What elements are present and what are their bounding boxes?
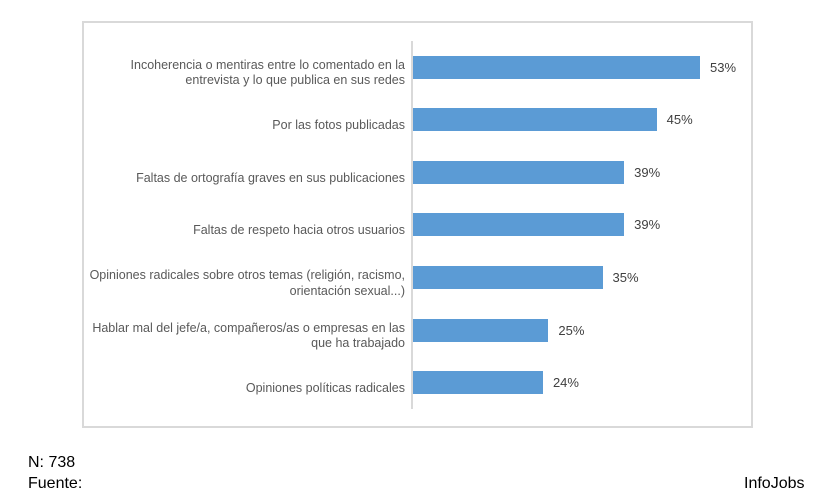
- bar: [413, 213, 625, 237]
- category-label: Por las fotos publicadas: [272, 118, 405, 133]
- bar-row: Faltas de respeto hacia otros usuarios 3…: [84, 199, 751, 252]
- category-label: Opiniones radicales sobre otros temas (r…: [89, 268, 405, 298]
- value-label: 24%: [552, 375, 579, 391]
- category-label: Opiniones políticas radicales: [245, 380, 405, 395]
- bar-row: Incoherencia o mentiras entre lo comenta…: [84, 41, 751, 94]
- source-label-text: Fuente:: [28, 475, 83, 492]
- value-label: 39%: [634, 164, 661, 180]
- value-label: 39%: [634, 217, 661, 233]
- bar-row: Por las fotos publicadas 45%: [84, 94, 751, 147]
- bar: [413, 108, 657, 132]
- bar: [413, 371, 543, 395]
- value-label: 45%: [666, 112, 693, 128]
- category-label: Hablar mal del jefe/a, compañeros/as o e…: [92, 320, 405, 351]
- bar-row: Hablar mal del jefe/a, compañeros/as o e…: [84, 304, 751, 357]
- category-label: Faltas de ortografía graves en sus publi…: [136, 170, 405, 185]
- category-label: Faltas de respeto hacia otros usuarios: [193, 223, 405, 238]
- bar: [413, 160, 625, 184]
- bar-row: Opiniones políticas radicales 24%: [84, 356, 751, 409]
- category-label: Incoherencia o mentiras entre lo comenta…: [130, 57, 405, 88]
- sample-size-text: N: 738: [28, 454, 76, 471]
- category-axis-line: [411, 41, 413, 409]
- bar-row: Opiniones radicales sobre otros temas (r…: [84, 251, 751, 304]
- value-label: 53%: [709, 59, 737, 75]
- source-brand-text: InfoJobs: [744, 475, 805, 492]
- bar-row: Faltas de ortografía graves en sus publi…: [84, 146, 751, 199]
- bar: [413, 266, 603, 290]
- plot-area: Incoherencia o mentiras entre lo comenta…: [84, 41, 751, 409]
- bar: [413, 318, 549, 342]
- bar: [413, 55, 700, 79]
- value-label: 25%: [558, 322, 585, 338]
- value-label: 35%: [612, 270, 639, 286]
- chart-frame: Incoherencia o mentiras entre lo comenta…: [82, 21, 753, 428]
